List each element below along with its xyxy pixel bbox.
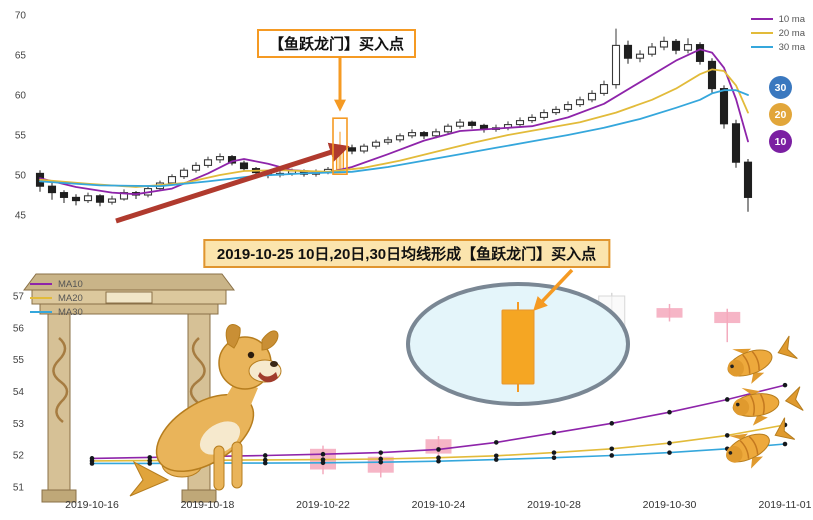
magnified-buy-candle [501, 309, 535, 385]
svg-text:2019-10-24: 2019-10-24 [412, 499, 466, 511]
koi-fish-icon [727, 335, 798, 384]
svg-text:2019-10-16: 2019-10-16 [65, 499, 119, 511]
svg-text:65: 65 [15, 51, 27, 62]
ma-badge-10: 10 [769, 130, 792, 153]
koi-fish-icon [732, 386, 804, 426]
legend-label: MA20 [58, 292, 83, 304]
svg-text:51: 51 [13, 483, 25, 494]
svg-text:53: 53 [13, 419, 25, 430]
legend-swatch [30, 297, 52, 299]
top-legend: 10 ma 20 ma 30 ma [750, 12, 805, 54]
svg-text:50: 50 [15, 171, 27, 182]
y-axis-ticks: 51 52 53 54 55 56 57 [13, 292, 25, 494]
magnifier-ellipse [406, 268, 630, 406]
x-axis-ticks: 2019-10-16 2019-10-18 2019-10-22 2019-10-24… [65, 499, 811, 511]
legend-swatch [750, 18, 773, 20]
legend-swatch [30, 311, 52, 313]
svg-text:54: 54 [13, 387, 25, 398]
svg-text:56: 56 [13, 323, 25, 334]
koi-fish-icon [726, 417, 796, 469]
legend-item: 10 ma [750, 12, 805, 26]
svg-text:70: 70 [15, 11, 27, 22]
ma-lines [39, 48, 749, 196]
svg-text:57: 57 [13, 292, 25, 303]
top-chart-canvas: 45 50 55 60 65 70 [15, 11, 753, 224]
legend-item: MA20 [30, 291, 83, 305]
legend-item: 20 ma [750, 26, 805, 40]
legend-swatch [750, 32, 773, 34]
legend-label: 30 ma [778, 41, 805, 53]
legend-label: 20 ma [778, 27, 805, 39]
y-axis-ticks: 45 50 55 60 65 70 [15, 11, 27, 222]
legend-label: MA30 [58, 306, 83, 318]
svg-text:55: 55 [13, 355, 25, 366]
legend-label: MA10 [58, 278, 83, 290]
legend-swatch [30, 283, 52, 285]
trend-arrow [115, 142, 350, 224]
buy-point-annotation: 【鱼跃龙门】买入点 [257, 29, 417, 58]
svg-text:2019-10-22: 2019-10-22 [296, 499, 350, 511]
banner-label: 2019-10-25 10日,20日,30日均线形成【鱼跃龙门】买入点 [202, 239, 611, 268]
ma-badge-20: 20 [769, 103, 792, 126]
svg-text:2019-11-01: 2019-11-01 [759, 499, 812, 511]
svg-text:60: 60 [15, 91, 27, 102]
legend-item: MA10 [30, 277, 83, 291]
svg-text:55: 55 [15, 131, 27, 142]
svg-text:2019-10-30: 2019-10-30 [643, 499, 697, 511]
legend-label: 10 ma [778, 13, 805, 25]
legend-item: MA30 [30, 305, 83, 319]
svg-text:2019-10-28: 2019-10-28 [527, 499, 581, 511]
svg-text:52: 52 [13, 451, 25, 462]
ma-badge-30: 30 [769, 76, 792, 99]
buy-candle-highlight [332, 117, 348, 175]
svg-text:2019-10-18: 2019-10-18 [181, 499, 235, 511]
legend-item: 30 ma [750, 40, 805, 54]
svg-text:45: 45 [15, 211, 27, 222]
magnifier-arrow [533, 268, 574, 312]
dog-fish-illustration [129, 324, 282, 497]
legend-swatch [750, 46, 773, 48]
bottom-legend: MA10 MA20 MA30 [30, 277, 83, 319]
